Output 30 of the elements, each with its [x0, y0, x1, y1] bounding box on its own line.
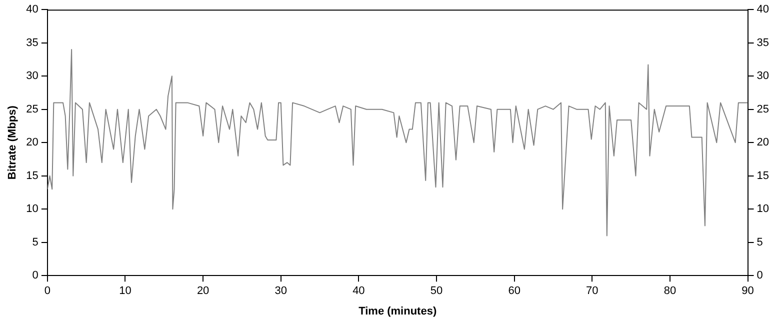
x-tick-label: 70 [586, 285, 598, 298]
y2-tick-label: 40 [756, 4, 770, 16]
y-tick-label: 10 [26, 203, 38, 216]
x-tick-label: 10 [119, 285, 132, 298]
y-tick-label: 30 [26, 70, 38, 82]
y-tick-label: 25 [26, 103, 38, 116]
x-tick-label: 40 [352, 285, 365, 298]
y-tick-label: 40 [26, 4, 38, 16]
x-tick-label: 30 [274, 285, 288, 298]
y2-tick-label: 30 [756, 70, 770, 82]
y-axis-title: Bitrate (Mbps) [6, 105, 19, 180]
x-tick-label: 80 [664, 285, 676, 298]
y-tick-label: 35 [26, 36, 38, 49]
y2-tick-label: 25 [756, 103, 770, 116]
y-tick-label: 15 [26, 170, 38, 182]
y2-tick-label: 5 [756, 236, 763, 248]
x-tick-label: 90 [742, 285, 754, 298]
y-tick-label: 20 [26, 136, 38, 149]
x-tick-label: 60 [508, 285, 520, 298]
y2-tick-label: 10 [756, 203, 770, 216]
y2-tick-label: 15 [756, 170, 770, 182]
x-axis-title: Time (minutes) [358, 305, 437, 318]
x-tick-label: 20 [196, 285, 210, 298]
x-tick-label: 0 [44, 285, 50, 298]
y2-tick-label: 35 [756, 36, 770, 49]
y-tick-label: 5 [32, 236, 38, 248]
y-tick-label: 0 [32, 270, 38, 282]
y2-tick-label: 20 [756, 136, 770, 149]
y2-tick-label: 0 [756, 270, 763, 282]
x-tick-label: 50 [430, 285, 443, 298]
